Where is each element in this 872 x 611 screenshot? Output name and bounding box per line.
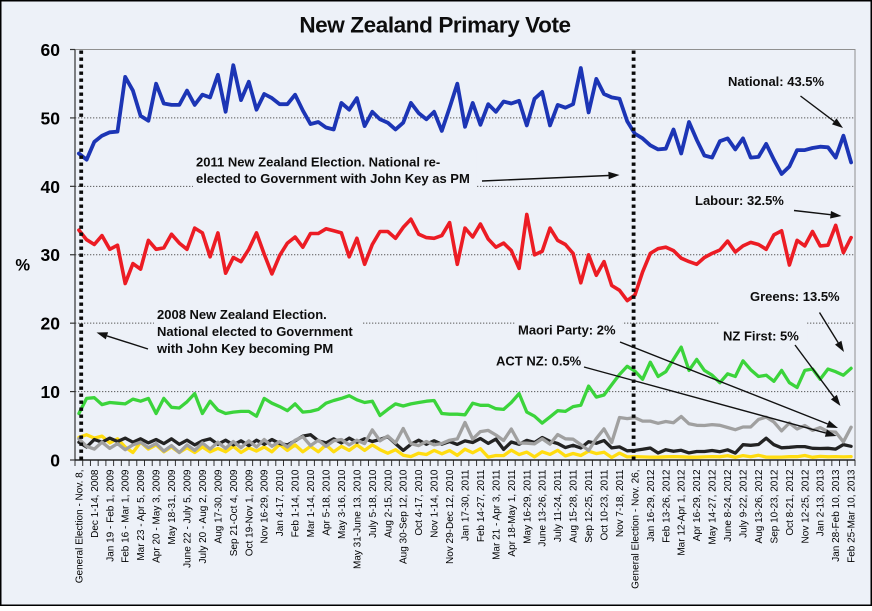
svg-text:2008 New Zealand Election.: 2008 New Zealand Election. [157, 307, 327, 322]
svg-text:Nov 7-18, 2011: Nov 7-18, 2011 [615, 469, 626, 537]
svg-text:Apr 16-29, 2012: Apr 16-29, 2012 [692, 469, 703, 541]
svg-text:New Zealand Primary Vote: New Zealand Primary Vote [299, 13, 570, 38]
svg-text:Oct 10-23, 2011: Oct 10-23, 2011 [600, 469, 611, 540]
svg-text:Mar 12-Apr 1, 2012: Mar 12-Apr 1, 2012 [677, 469, 688, 556]
svg-text:Aug 30-Sep 12, 2010: Aug 30-Sep 12, 2010 [399, 469, 410, 564]
svg-text:June 8-24, 2012: June 8-24, 2012 [723, 469, 734, 542]
svg-text:Nov 16-29, 2009: Nov 16-29, 2009 [260, 469, 271, 543]
svg-text:NZ First: 5%: NZ First: 5% [723, 329, 799, 344]
svg-text:20: 20 [41, 314, 61, 334]
svg-text:June 13-26, 2011: June 13-26, 2011 [538, 469, 549, 547]
svg-text:Maori Party: 2%: Maori Party: 2% [518, 323, 616, 338]
svg-text:40: 40 [41, 177, 61, 197]
svg-text:Jan 4-17, 2010: Jan 4-17, 2010 [275, 469, 286, 536]
svg-text:Sep 12-25, 2011: Sep 12-25, 2011 [584, 469, 595, 543]
svg-text:%: % [15, 257, 30, 275]
svg-text:July 20 - Aug 2, 2009: July 20 - Aug 2, 2009 [198, 469, 209, 563]
svg-text:Apr 20 - May 3, 2009: Apr 20 - May 3, 2009 [152, 469, 163, 563]
svg-text:Jan 28-Feb 10, 2013: Jan 28-Feb 10, 2013 [831, 469, 842, 562]
svg-text:Jan 2-13, 2013: Jan 2-13, 2013 [816, 469, 827, 536]
svg-text:National elected to Government: National elected to Government [157, 324, 353, 339]
svg-text:0: 0 [50, 451, 60, 471]
svg-text:Oct 8-21, 2012: Oct 8-21, 2012 [785, 469, 796, 536]
svg-text:Aug 17-30, 2009: Aug 17-30, 2009 [213, 469, 224, 543]
svg-text:Oct 19-Nov 1, 2009: Oct 19-Nov 1, 2009 [244, 469, 255, 556]
svg-text:2011 New Zealand Election. Nat: 2011 New Zealand Election. National re- [196, 155, 440, 170]
svg-text:Aug 13-26, 2012: Aug 13-26, 2012 [754, 469, 765, 543]
svg-text:May 3-16, 2010: May 3-16, 2010 [337, 469, 348, 539]
svg-text:Mar 21 - Apr 3, 2011: Mar 21 - Apr 3, 2011 [491, 469, 502, 560]
svg-text:June 22 - July 5, 2009: June 22 - July 5, 2009 [183, 469, 194, 568]
svg-text:50: 50 [41, 108, 61, 128]
svg-text:Feb 1-14, 2010: Feb 1-14, 2010 [291, 469, 302, 537]
svg-text:Nov 29-Dec 12, 2010: Nov 29-Dec 12, 2010 [445, 469, 456, 564]
svg-text:Greens: 13.5%: Greens: 13.5% [750, 289, 840, 304]
svg-text:ACT NZ: 0.5%: ACT NZ: 0.5% [496, 354, 582, 369]
svg-text:Aug 15-28, 2011: Aug 15-28, 2011 [569, 469, 580, 543]
svg-text:Jan 19 - Feb 1, 2009: Jan 19 - Feb 1, 2009 [105, 469, 116, 562]
svg-text:60: 60 [41, 40, 61, 60]
svg-text:Mar 23 - Apr 5, 2009: Mar 23 - Apr 5, 2009 [136, 469, 147, 561]
svg-text:10: 10 [41, 382, 61, 402]
svg-text:July 11-24, 2011: July 11-24, 2011 [553, 469, 564, 542]
svg-text:30: 30 [41, 245, 61, 265]
svg-text:Dec 1-14, 2008: Dec 1-14, 2008 [90, 469, 101, 538]
svg-text:Aug 2-15, 2010: Aug 2-15, 2010 [383, 469, 394, 538]
svg-text:Feb 25-Mar 10, 2013: Feb 25-Mar 10, 2013 [847, 469, 858, 563]
svg-text:Nov 1-14, 2010: Nov 1-14, 2010 [430, 469, 441, 538]
svg-text:Sep 21-Oct 4, 2009: Sep 21-Oct 4, 2009 [229, 469, 240, 556]
svg-text:General Election - Nov. 26,: General Election - Nov. 26, [630, 470, 641, 589]
svg-text:Nov 12-25, 2012: Nov 12-25, 2012 [800, 469, 811, 543]
svg-text:with John Key becoming PM: with John Key becoming PM [156, 341, 333, 356]
svg-text:Feb 13-26, 2012: Feb 13-26, 2012 [661, 469, 672, 543]
svg-text:Jan 17-30, 2011: Jan 17-30, 2011 [461, 469, 472, 541]
svg-text:May 16-29, 2011: May 16-29, 2011 [522, 469, 533, 544]
svg-text:Apr 18-May 1, 2011: Apr 18-May 1, 2011 [507, 469, 518, 557]
svg-text:July 9-22, 2012: July 9-22, 2012 [739, 469, 750, 538]
svg-text:General Election - Nov. 8,: General Election - Nov. 8, [74, 470, 85, 584]
svg-text:National: 43.5%: National: 43.5% [728, 74, 825, 89]
svg-text:Sep 10-23, 2012: Sep 10-23, 2012 [769, 469, 780, 543]
svg-text:Oct 4-17, 2010: Oct 4-17, 2010 [414, 469, 425, 536]
svg-text:Apr 5-18, 2010: Apr 5-18, 2010 [322, 469, 333, 536]
svg-text:elected to Government with Joh: elected to Government with John Key as P… [196, 171, 470, 186]
svg-text:Feb 16 - Mar 1, 2009: Feb 16 - Mar 1, 2009 [121, 469, 132, 563]
svg-text:Feb 14-27, 2011: Feb 14-27, 2011 [476, 469, 487, 542]
svg-text:July 5-18, 2010: July 5-18, 2010 [368, 469, 379, 538]
svg-text:Mar 1-14, 2010: Mar 1-14, 2010 [306, 469, 317, 537]
svg-text:May 18-31, 2009: May 18-31, 2009 [167, 469, 178, 544]
svg-text:May 14-27, 2012: May 14-27, 2012 [708, 469, 719, 544]
svg-text:Jan 16-29, 2012: Jan 16-29, 2012 [646, 469, 657, 542]
svg-text:May 31-June 13, 2010: May 31-June 13, 2010 [352, 469, 363, 569]
svg-text:Labour: 32.5%: Labour: 32.5% [695, 193, 784, 208]
